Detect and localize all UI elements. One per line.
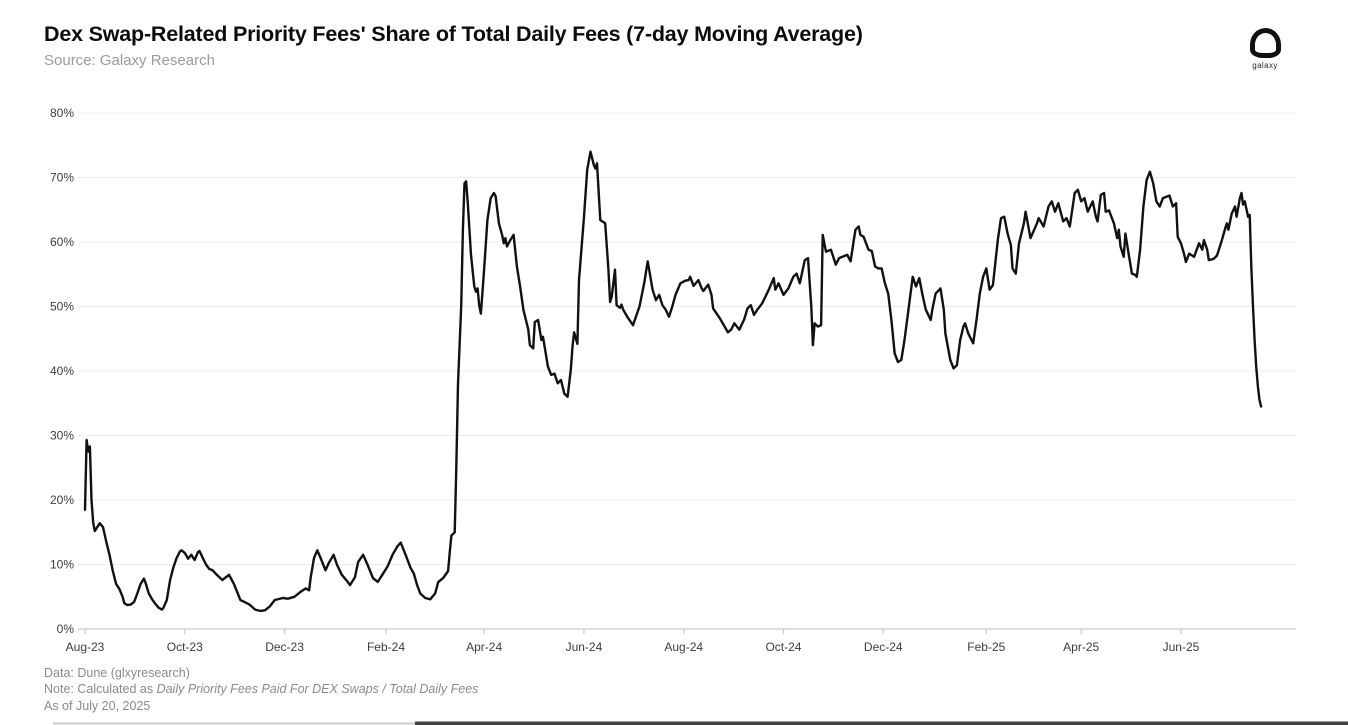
galaxy-logo: galaxy — [1245, 28, 1285, 70]
y-tick-label: 10% — [50, 558, 74, 572]
x-tick-label: Jun-24 — [566, 640, 603, 654]
calculation-note: Note: Calculated as Daily Priority Fees … — [44, 681, 478, 697]
galaxy-logo-icon — [1249, 28, 1281, 58]
source-label: Source: Galaxy Research — [44, 52, 215, 69]
clipped-bottom-artifact — [53, 722, 415, 725]
x-tick-label: Dec-24 — [864, 640, 903, 654]
x-tick-label: Dec-23 — [265, 640, 304, 654]
y-tick-label: 0% — [57, 622, 75, 636]
page-title: Dex Swap-Related Priority Fees' Share of… — [44, 22, 863, 46]
as-of-note: As of July 20, 2025 — [44, 698, 151, 713]
galaxy-logo-text: galaxy — [1252, 61, 1278, 70]
y-tick-label: 20% — [50, 493, 74, 507]
data-source-note: Data: Dune (glxyresearch) — [44, 666, 190, 680]
y-tick-label: 50% — [50, 300, 74, 314]
series-line — [83, 150, 1263, 613]
clipped-bottom-artifact — [415, 721, 1348, 725]
chart-header: Dex Swap-Related Priority Fees' Share of… — [44, 22, 863, 69]
x-tick-label: Oct-24 — [765, 640, 801, 654]
x-tick-label: Jun-25 — [1163, 640, 1200, 654]
chart-footnotes: Data: Dune (glxyresearch) Note: Calculat… — [44, 665, 478, 714]
x-tick-label: Feb-24 — [367, 640, 405, 654]
x-tick-label: Aug-23 — [66, 640, 105, 654]
y-tick-label: 70% — [50, 171, 74, 185]
x-tick-label: Apr-24 — [466, 640, 502, 654]
x-tick-label: Feb-25 — [967, 640, 1005, 654]
y-tick-label: 30% — [50, 429, 74, 443]
x-tick-label: Oct-23 — [167, 640, 203, 654]
x-tick-label: Aug-24 — [664, 640, 703, 654]
calculation-note-prefix: Note: Calculated as — [44, 682, 157, 697]
x-tick-label: Apr-25 — [1063, 640, 1099, 654]
y-tick-label: 60% — [50, 235, 74, 249]
y-tick-label: 40% — [50, 364, 74, 378]
y-tick-label: 80% — [50, 106, 74, 120]
calculation-note-formula: Daily Priority Fees Paid For DEX Swaps /… — [156, 682, 479, 697]
